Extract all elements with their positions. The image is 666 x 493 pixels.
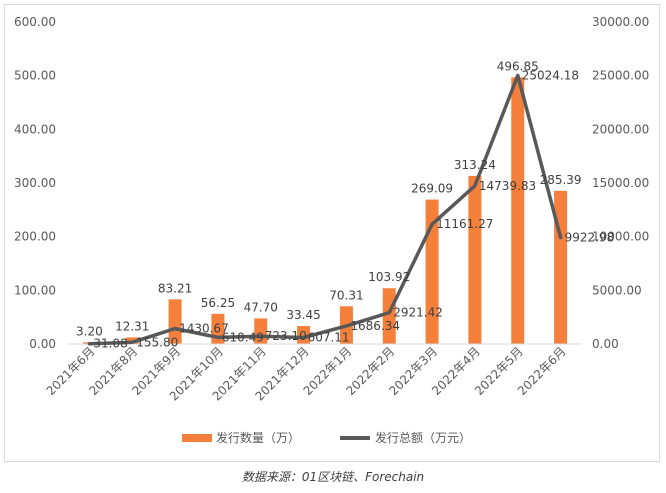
bar: [168, 299, 182, 344]
right-y-tick-label: 15000.00: [592, 176, 649, 190]
left-y-tick-label: 100.00: [14, 283, 56, 297]
bar-data-label: 313.24: [454, 158, 496, 172]
left-y-tick-label: 200.00: [14, 230, 56, 244]
bar: [468, 175, 482, 344]
bar-series: [68, 77, 582, 345]
bar-data-label: 103.92: [368, 270, 410, 284]
bar-data-labels: 3.20 12.31 83.21 56.25 47.70 33.45 70.31 103.92…: [76, 59, 582, 338]
line-path: [87, 73, 563, 346]
right-y-tick-label: 30000.00: [592, 15, 649, 29]
right-y-tick-label: 10000.00: [592, 230, 649, 244]
bar: [425, 199, 439, 344]
line-data-label: 2921.42: [393, 306, 443, 320]
bar: [511, 77, 525, 344]
bar-data-label: 83.21: [158, 281, 192, 295]
source-note: 数据来源：01区块链、Forechain: [241, 470, 425, 484]
bar-data-label: 70.31: [329, 288, 363, 302]
bar-data-label: 496.85: [497, 59, 539, 73]
line-data-label: 723.10: [265, 329, 307, 343]
legend-label-line: 发行总额（万元）: [375, 430, 471, 445]
line-data-label: 11161.27: [436, 217, 493, 231]
left-y-tick-label: 0.00: [29, 337, 56, 351]
line-series: [87, 73, 563, 346]
bar-data-label: 3.20: [76, 324, 103, 338]
left-y-axis: 0.00 100.00 200.00 300.00 400.00 500.00 600.00: [14, 15, 56, 351]
x-axis-categories: 2021年6月2021年8月2021年9月2021年10月2021年11月202…: [44, 344, 569, 403]
line-data-label: 9922.98: [565, 230, 615, 244]
line-data-label: 155.80: [136, 335, 178, 349]
right-y-tick-label: 20000.00: [592, 122, 649, 136]
right-y-tick-label: 0.00: [592, 337, 619, 351]
legend-label-bar: 发行数量（万）: [216, 430, 300, 445]
line-data-label: 14739.83: [479, 179, 536, 193]
line-data-label: 25024.18: [522, 68, 579, 82]
right-y-tick-label: 5000.00: [592, 283, 642, 297]
legend-swatch-bar: [182, 434, 212, 442]
line-data-label: 1430.67: [179, 322, 229, 336]
bar: [297, 326, 311, 344]
line-data-label: 610.49: [222, 330, 264, 344]
left-y-tick-label: 400.00: [14, 122, 56, 136]
line-data-label: 607.11: [308, 330, 350, 344]
left-y-tick-label: 500.00: [14, 69, 56, 83]
bar-data-label: 47.70: [244, 300, 278, 314]
bar-data-label: 285.39: [540, 173, 582, 187]
line-data-label: 31.08: [93, 337, 127, 351]
right-y-axis: 0.00 5000.00 10000.00 15000.00 20000.00 25000…: [592, 15, 649, 351]
line-data-label: 1686.34: [350, 319, 400, 333]
left-y-tick-label: 600.00: [14, 15, 56, 29]
bar-data-label: 56.25: [201, 296, 235, 310]
bar-data-label: 269.09: [411, 182, 453, 196]
bar-data-label: 12.31: [115, 319, 149, 333]
chart-frame: [4, 4, 660, 462]
left-y-tick-label: 300.00: [14, 176, 56, 190]
bar-data-label: 33.45: [286, 308, 320, 322]
right-y-tick-label: 25000.00: [592, 69, 649, 83]
legend: 发行数量（万） 发行总额（万元）: [182, 430, 471, 445]
